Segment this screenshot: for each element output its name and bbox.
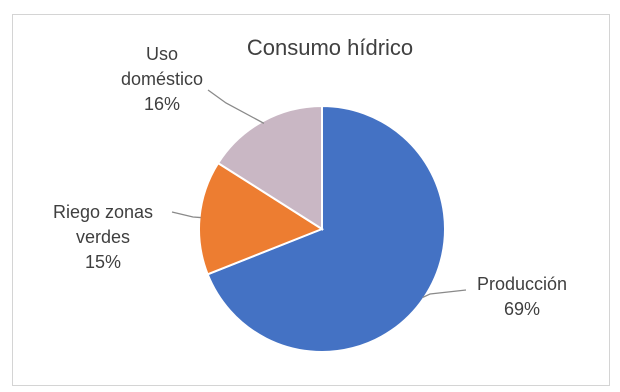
data-label-3: Uso doméstico 16% (121, 44, 203, 114)
data-label-text: verdes (76, 227, 130, 247)
leader-line-1 (422, 289, 467, 299)
data-label-2: Riego zonas verdes 15% (53, 202, 153, 272)
leader-lines (171, 89, 467, 299)
data-label-text: doméstico (121, 69, 203, 89)
leader-line-2 (171, 211, 201, 219)
data-label-value: 16% (144, 94, 180, 114)
data-label-text: Producción (477, 274, 567, 294)
data-label-text: Uso (146, 44, 178, 64)
leader-line-3 (207, 89, 265, 124)
data-labels: Producción 69% Riego zonas verdes 15% Uso domé… (53, 44, 567, 319)
data-label-1: Producción 69% (477, 274, 567, 319)
pie-slice-1 (206, 104, 446, 353)
data-label-text: Riego zonas (53, 202, 153, 222)
pie-slices (198, 104, 446, 353)
pie-slice-3 (216, 104, 323, 231)
data-label-value: 69% (504, 299, 540, 319)
data-label-value: 15% (85, 252, 121, 272)
chart-title: Consumo hídrico (247, 35, 413, 60)
